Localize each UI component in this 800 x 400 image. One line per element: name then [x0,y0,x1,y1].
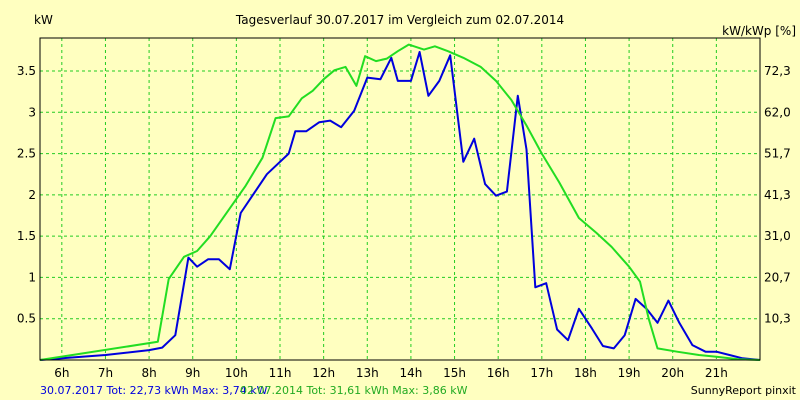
x-tick-label-15h: 15h [443,366,466,380]
y-left-tick-label-5: 3 [28,105,36,119]
y-right-tick-label-4: 51,7 [764,147,791,161]
y-right-tick-label-0: 10,3 [764,312,791,326]
x-tick-label-7h: 7h [98,366,113,380]
x-tick-label-17h: 17h [530,366,553,380]
y-left-tick-label-0: 0.5 [17,312,36,326]
tick-labels: 6h 7h 8h 9h 10h 11h 12h 13h 14h 15h 16h 17h 18h 19h 20… [17,64,791,380]
y-left-tick-label-3: 2 [28,188,36,202]
x-tick-label-18h: 18h [574,366,597,380]
x-tick-label-14h: 14h [399,366,422,380]
left-axis-unit: kW [34,13,53,27]
x-tick-label-19h: 19h [618,366,641,380]
x-tick-label-21h: 21h [705,366,728,380]
plot-border [39,37,761,361]
x-tick-label-16h: 16h [487,366,510,380]
footer-series1-summary: 30.07.2017 Tot: 22,73 kWh Max: 3,74 kW [40,384,268,397]
grid-lines [40,38,760,360]
footer-series2-summary: 02.07.2014 Tot: 31,61 kWh Max: 3,86 kW [240,384,468,397]
x-tick-label-8h: 8h [141,366,156,380]
y-left-tick-label-6: 3.5 [17,64,36,78]
x-tick-label-20h: 20h [661,366,684,380]
y-right-tick-label-3: 41,3 [764,188,791,202]
y-right-tick-label-1: 20,7 [764,270,791,284]
axis-frame [39,37,761,361]
chart-title: Tagesverlauf 30.07.2017 im Vergleich zum… [235,13,564,27]
y-right-tick-label-5: 62,0 [764,105,791,119]
y-left-tick-label-2: 1.5 [17,229,36,243]
x-tick-label-13h: 13h [356,366,379,380]
y-right-tick-label-2: 31,0 [764,229,791,243]
y-left-tick-label-1: 1 [28,270,36,284]
y-left-tick-label-4: 2.5 [17,147,36,161]
x-tick-label-11h: 11h [269,366,292,380]
x-tick-label-12h: 12h [312,366,335,380]
y-right-tick-label-6: 72,3 [764,64,791,78]
right-axis-unit: kW/kWp [%] [722,24,796,38]
series-lines [39,43,761,361]
x-tick-label-6h: 6h [54,366,69,380]
series-line-2 [39,43,761,361]
footer-credit: SunnyReport pinxit [691,384,797,397]
series-line-1 [39,51,761,361]
x-tick-label-10h: 10h [225,366,248,380]
x-tick-label-9h: 9h [185,366,200,380]
